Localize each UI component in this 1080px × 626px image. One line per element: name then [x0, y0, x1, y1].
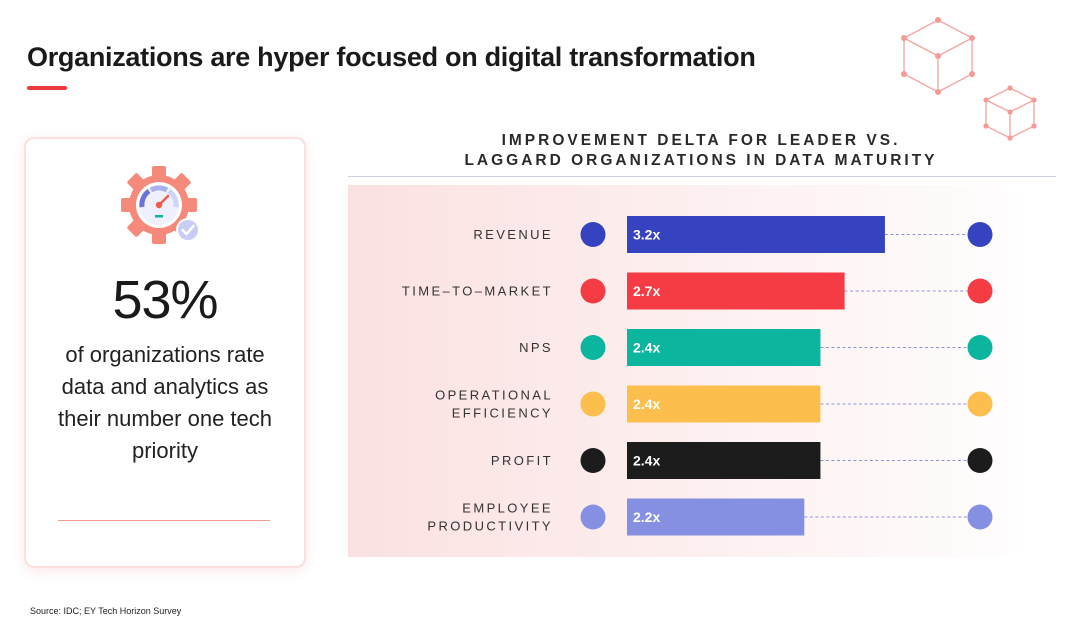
- leader-dot: [967, 448, 993, 473]
- bar-value-label: 3.2x: [633, 227, 660, 243]
- leader-dot: [967, 391, 993, 417]
- category-label: OPERATIONAL: [435, 388, 553, 403]
- chart-title-rule: [348, 176, 1056, 177]
- chart-title-line-2: LAGGARD ORGANIZATIONS IN DATA MATURITY: [464, 152, 938, 169]
- chart-title-line-1: IMPROVEMENT DELTA FOR LEADER VS.: [501, 132, 901, 149]
- laggard-dot: [580, 504, 606, 530]
- bar: [627, 216, 885, 253]
- gear-gauge-check-icon: [121, 166, 200, 244]
- category-label: TIME–TO–MARKET: [402, 284, 553, 299]
- bar: [627, 385, 821, 423]
- leader-dot: [967, 278, 993, 304]
- category-label: PRODUCTIVITY: [427, 519, 553, 534]
- category-label: REVENUE: [473, 227, 553, 242]
- leader-dot: [967, 222, 993, 247]
- leader-dot: [967, 504, 993, 530]
- category-label: EFFICIENCY: [452, 406, 553, 421]
- source-note: Source: IDC; EY Tech Horizon Survey: [30, 606, 182, 616]
- bar: [627, 329, 821, 366]
- stat-value: 53%: [112, 270, 218, 330]
- leader-dot: [967, 335, 993, 360]
- category-label: PROFIT: [491, 453, 553, 468]
- bar-value-label: 2.4x: [633, 396, 660, 412]
- bar-value-label: 2.7x: [633, 283, 660, 299]
- title-underline: [27, 86, 67, 90]
- bar: [627, 442, 821, 479]
- stat-card: 53% of organizations rate data and analy…: [26, 139, 304, 566]
- bar: [627, 272, 845, 310]
- bar-value-label: 2.2x: [633, 509, 660, 525]
- laggard-dot: [580, 391, 606, 417]
- chart-title: IMPROVEMENT DELTA FOR LEADER VS. LAGGARD…: [348, 131, 1054, 171]
- category-label: EMPLOYEE: [462, 501, 553, 516]
- laggard-dot: [580, 335, 606, 360]
- bar: [627, 498, 805, 536]
- page-title: Organizations are hyper focused on digit…: [27, 42, 756, 72]
- laggard-dot: [580, 222, 606, 247]
- bar-value-label: 2.4x: [633, 453, 660, 469]
- laggard-dot: [580, 278, 606, 304]
- cube-decoration-icon: [901, 17, 1037, 141]
- stat-divider: [58, 520, 270, 521]
- category-label: NPS: [519, 340, 553, 355]
- laggard-dot: [580, 448, 606, 473]
- bar-value-label: 2.4x: [633, 340, 660, 356]
- stat-description: of organizations rate data and analytics…: [57, 342, 273, 463]
